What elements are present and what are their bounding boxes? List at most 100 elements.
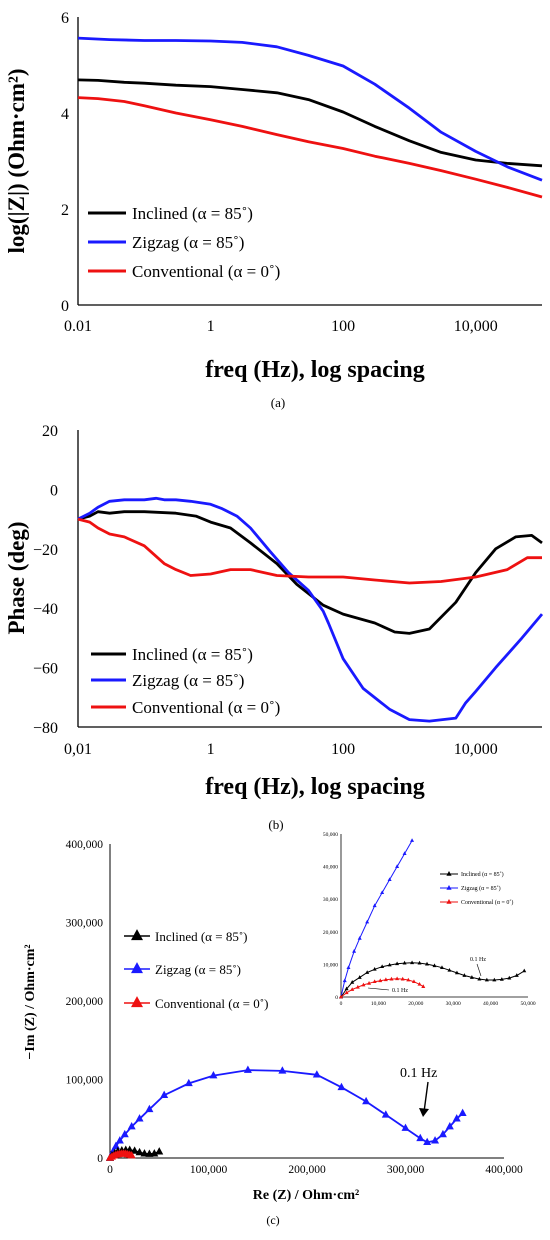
inset-conventional-marker xyxy=(372,979,377,984)
panel-c-zigzag-marker xyxy=(135,1114,144,1122)
panel-b-ytick-label: −20 xyxy=(33,542,58,559)
panel-c-legend-label-inclined: Inclined (α = 85˚) xyxy=(155,929,247,944)
panel-c-zigzag-marker xyxy=(120,1129,129,1138)
panel-c-annotation: 0.1 Hz xyxy=(400,1066,437,1117)
panel-c-ytick-label: 400,000 xyxy=(66,839,104,851)
inset-zigzag-marker xyxy=(410,838,415,842)
panel-a-label: (a) xyxy=(271,395,285,410)
panel-b-ytick-label: 0 xyxy=(50,482,58,499)
panel-c-legend-marker-conventional xyxy=(131,996,143,1008)
annotation-arrow xyxy=(423,1081,429,1113)
inset-legend-label-inclined: Inclined (α = 85˚) xyxy=(461,871,504,878)
panel-c-series-zigzag-line xyxy=(109,1069,464,1159)
panel-c-zigzag-marker xyxy=(160,1090,169,1098)
inset-annotation-inclined: 0.1 Hz xyxy=(470,957,486,963)
panel-b-legend-label-conventional: Conventional (α = 0˚) xyxy=(132,698,280,717)
inset-inclined-marker xyxy=(380,964,385,969)
inset-inclined-marker xyxy=(344,986,349,991)
inset-conventional-marker xyxy=(406,977,411,982)
inset-xtick-label: 40,000 xyxy=(483,1001,498,1007)
inset-inclined-marker xyxy=(514,973,519,977)
panel-c-conventional-marker xyxy=(127,1151,136,1159)
inset-inclined-marker xyxy=(507,975,512,980)
panel-c-zigzag-marker xyxy=(416,1133,425,1142)
inset-conventional-marker xyxy=(411,979,416,984)
inset-inclined-marker xyxy=(425,961,430,966)
inset-zigzag-marker xyxy=(365,919,370,924)
inset-ytick-label: 50,000 xyxy=(323,832,338,838)
inset-zigzag-marker xyxy=(352,949,357,953)
panel-b-ytick-label: −40 xyxy=(33,601,58,618)
panel-a-chart: log(|Z|) (Ohm·cm²) freq (Hz), log spacin… xyxy=(4,10,543,410)
inset-legend-marker-zigzag xyxy=(446,885,452,890)
inset-annotation-conventional: 0.1 Hz xyxy=(392,988,408,994)
inset-annotation-conventional-line xyxy=(367,987,390,991)
inset-inclined-marker xyxy=(410,960,415,965)
inset-ytick-label: 0 xyxy=(335,995,338,1001)
inset-inclined-marker xyxy=(417,960,422,965)
panel-b-ytick-label: 20 xyxy=(42,423,58,440)
inset-zigzag-marker xyxy=(346,965,351,970)
inset-zigzag-marker xyxy=(372,903,377,908)
inset-conventional-marker xyxy=(421,984,426,988)
panel-c-zigzag-marker xyxy=(381,1110,390,1118)
inset-inclined-marker xyxy=(365,970,370,974)
panel-c-zigzag-marker xyxy=(445,1122,454,1130)
panel-b-legend-label-zigzag: Zigzag (α = 85˚) xyxy=(132,671,244,690)
panel-c-zigzag-marker xyxy=(243,1065,252,1073)
panel-c-zigzag-marker xyxy=(145,1104,154,1113)
inset-conventional-marker xyxy=(400,976,405,981)
panel-c-legend-label-zigzag: Zigzag (α = 85˚) xyxy=(155,962,241,977)
panel-b-legend-label-inclined: Inclined (α = 85˚) xyxy=(132,645,253,664)
inset-xtick-label: 20,000 xyxy=(408,1001,423,1007)
panel-c-inclined-marker xyxy=(140,1149,149,1157)
inset-xtick-label: 0 xyxy=(340,1001,343,1007)
panel-c-inset: 0.1 Hz 0.1 Hz 00 10,000 10,000 20,000 20,000… xyxy=(323,832,536,1007)
panel-a-ytick-label: 4 xyxy=(61,106,69,123)
inset-inclined-marker xyxy=(432,963,437,968)
panel-a-x-axis-title: freq (Hz), log spacing xyxy=(205,357,425,383)
panel-b-xtick-label: 100 xyxy=(331,741,355,758)
inset-xtick-label: 50,000 xyxy=(520,1001,535,1007)
inset-zigzag-marker xyxy=(402,851,407,855)
panel-c-zigzag-marker xyxy=(431,1136,440,1144)
panel-a-xtick-label: 1 xyxy=(207,318,215,335)
inset-inclined-marker xyxy=(372,966,377,971)
inset-conventional-marker xyxy=(389,976,394,981)
inset-ytick-label: 20,000 xyxy=(323,930,338,936)
inset-legend-marker-inclined xyxy=(446,871,452,876)
panel-c-ytick-label: 0 xyxy=(97,1153,103,1165)
inset-series-inclined-line xyxy=(340,962,525,998)
inset-conventional-marker xyxy=(339,994,343,999)
inset-conventional-marker xyxy=(361,982,366,987)
inset-inclined-marker xyxy=(477,976,482,981)
panel-c-xtick-label: 200,000 xyxy=(288,1164,326,1176)
inset-series-conventional-line xyxy=(340,978,424,998)
inset-inclined-marker xyxy=(387,962,392,967)
inset-conventional-marker xyxy=(395,976,400,981)
inset-inclined-marker xyxy=(439,965,444,970)
panel-c-ytick-label: 300,000 xyxy=(66,918,104,930)
annotation-arrowhead xyxy=(419,1108,429,1117)
panel-c-inclined-marker xyxy=(150,1149,159,1157)
panel-b-ytick-label: −80 xyxy=(33,720,58,737)
panel-c-zigzag-marker xyxy=(184,1078,193,1087)
inset-inclined-marker xyxy=(447,967,452,972)
panel-b-label: (b) xyxy=(268,817,283,832)
panel-a-series-conventional xyxy=(77,96,543,199)
panel-a-legend-label-zigzag: Zigzag (α = 85˚) xyxy=(132,233,244,252)
panel-c-y-axis-title: −Im (Z) / Ohm·cm² xyxy=(23,944,38,1059)
inset-ytick-label: 40,000 xyxy=(323,865,338,871)
panel-c-zigzag-marker xyxy=(458,1108,467,1117)
panel-c-zigzag-marker xyxy=(438,1129,447,1138)
panel-b-series-conventional xyxy=(77,517,542,585)
panel-a-legend-label-conventional: Conventional (α = 0˚) xyxy=(132,262,280,281)
panel-c-zigzag-marker xyxy=(127,1122,136,1130)
panel-c-zigzag-marker xyxy=(312,1070,321,1078)
panel-b-series-inclined xyxy=(77,510,543,635)
inset-series-zigzag-line xyxy=(340,840,413,998)
inset-zigzag-marker xyxy=(380,890,385,895)
inset-legend-label-zigzag: Zigzag (α = 85˚) xyxy=(461,885,501,892)
panel-c-legend-marker-inclined xyxy=(131,929,143,941)
inset-inclined-marker xyxy=(402,960,407,965)
